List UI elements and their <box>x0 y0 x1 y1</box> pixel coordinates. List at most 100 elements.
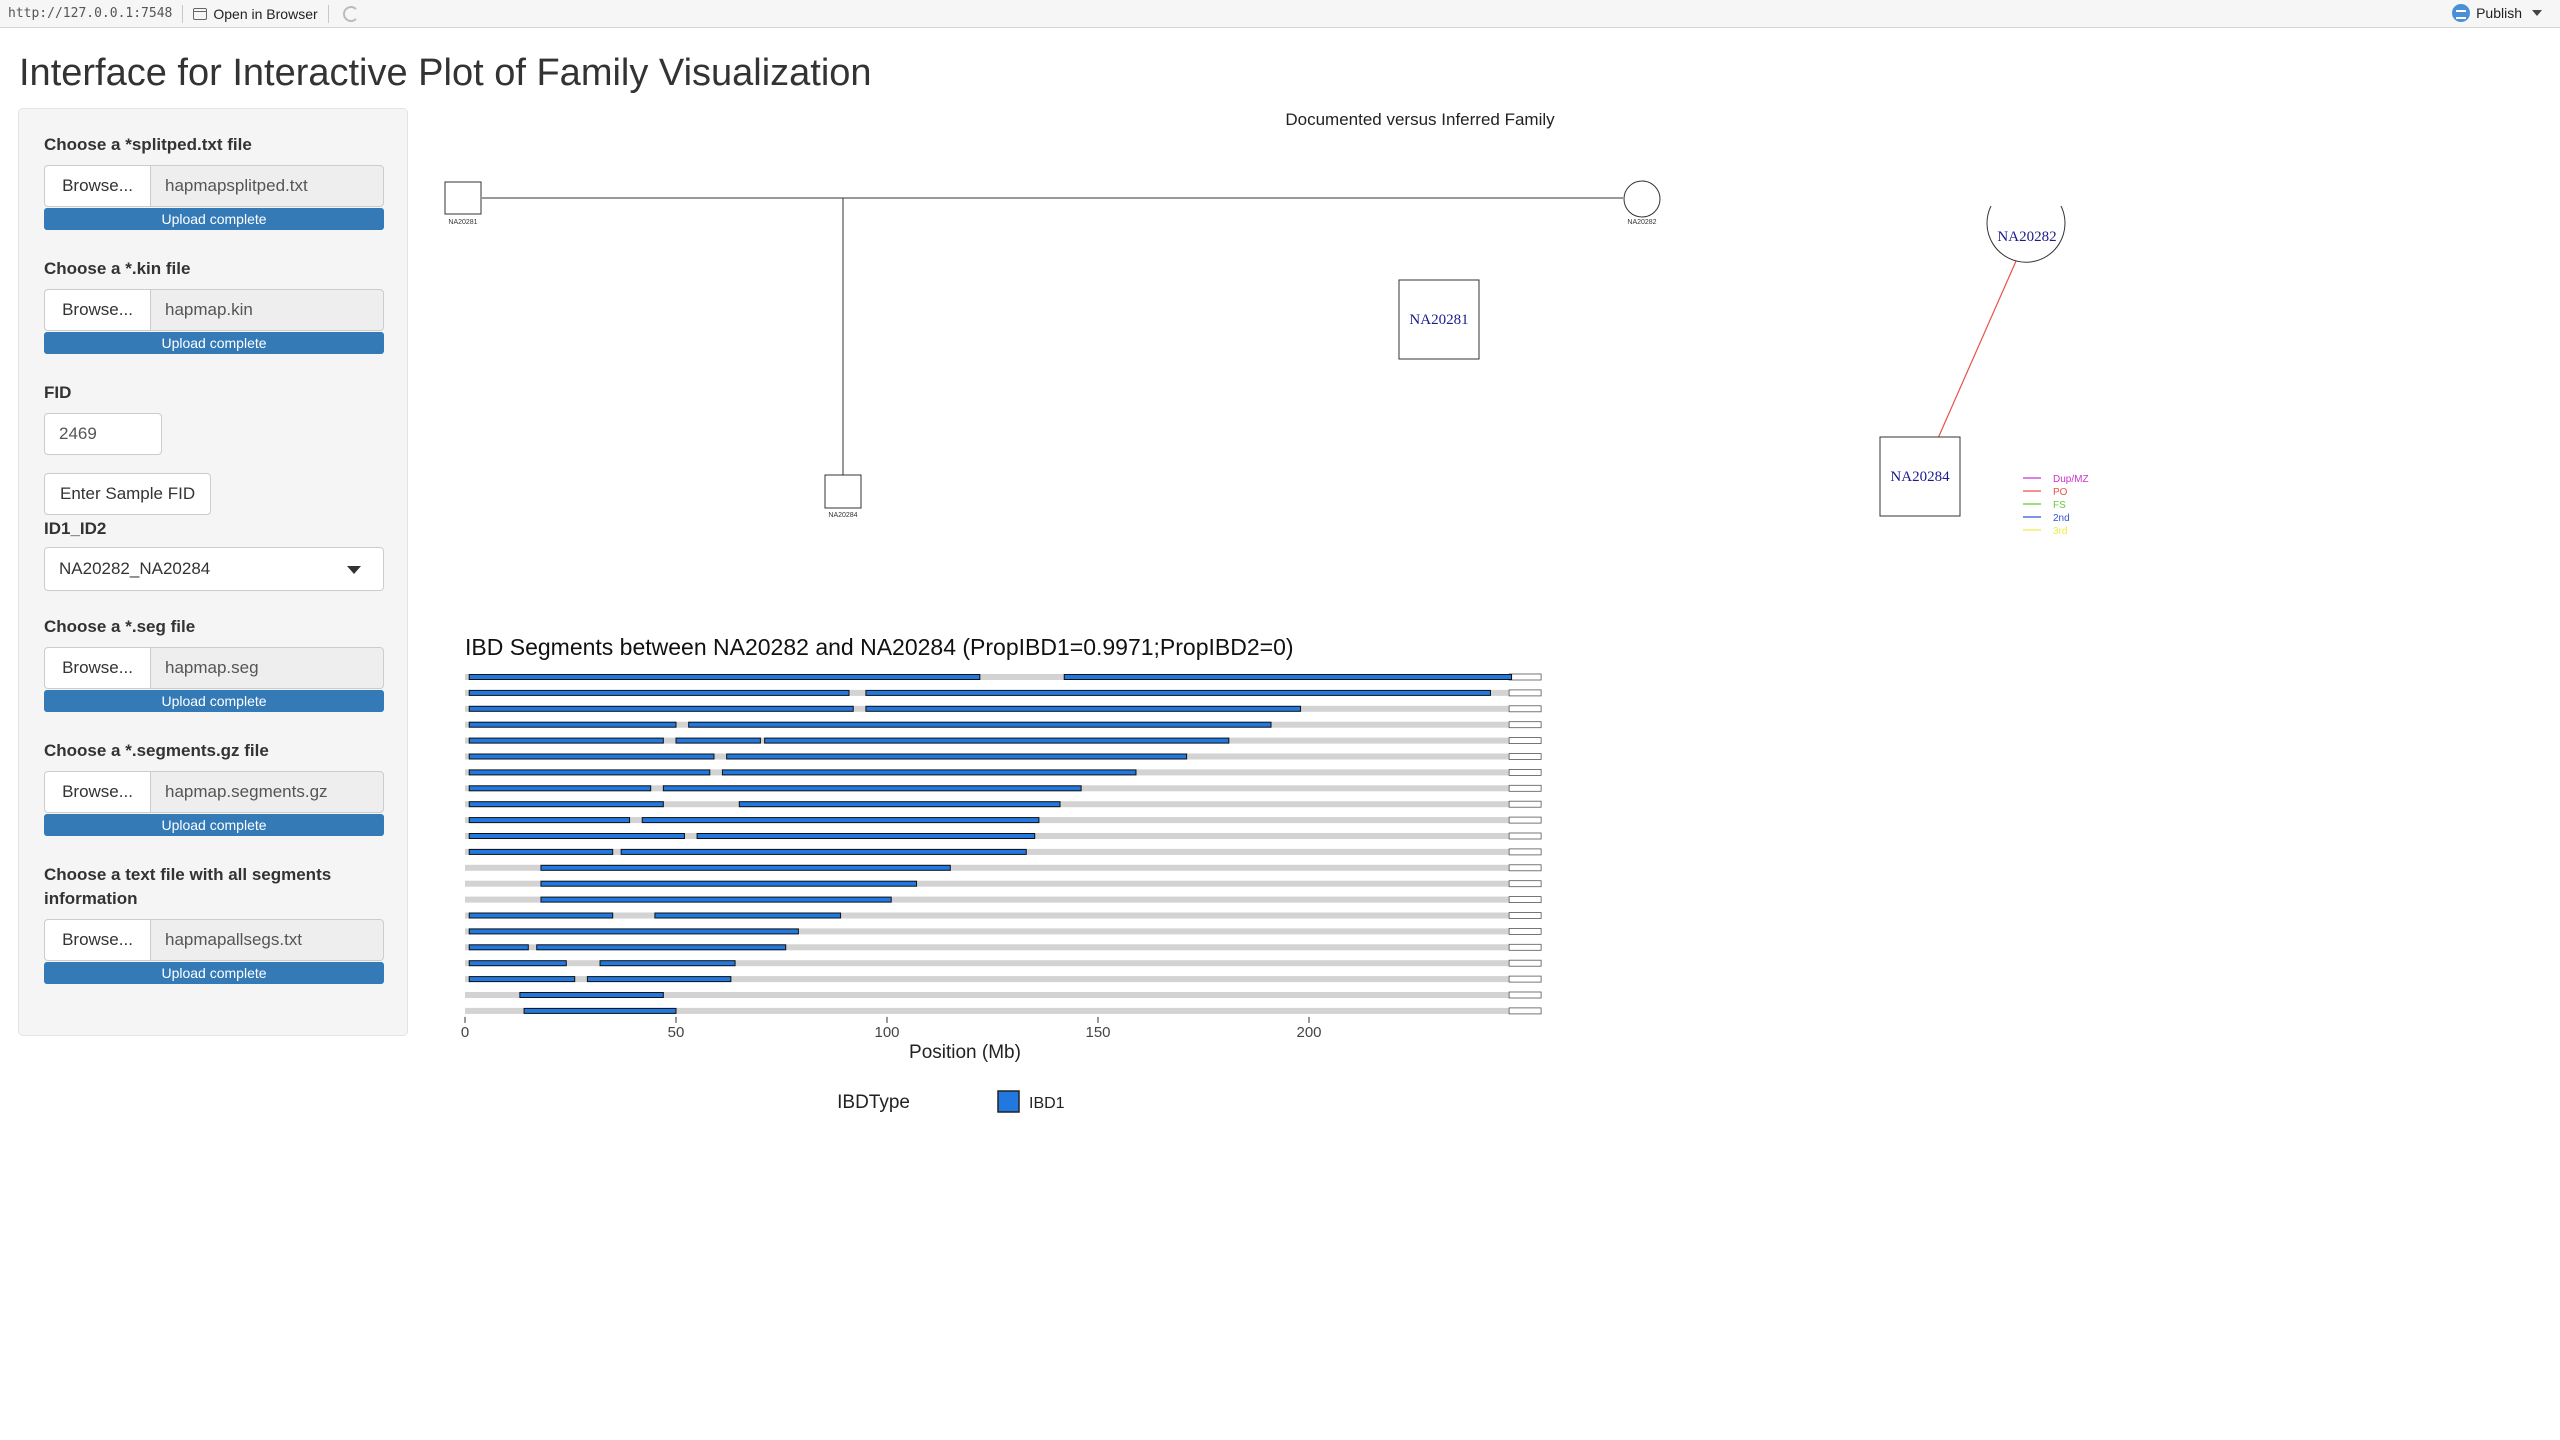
ibd1-segment-chr4-2[interactable] <box>688 721 1272 728</box>
ibd1-segment-chr22-1[interactable] <box>523 1007 677 1014</box>
ibd-x-axis: 0 50 100 150 200 <box>461 1016 1322 1041</box>
ibd1-segment-chr5-2[interactable] <box>675 737 761 744</box>
chromosome-track-19 <box>465 960 1542 967</box>
chromosome-end-19 <box>1508 959 1542 967</box>
chromosome-end-3 <box>1508 705 1542 713</box>
x-tick-label-100: 100 <box>874 1024 899 1041</box>
ibd1-segment-chr5-3[interactable] <box>764 737 1230 744</box>
chromosome-track-16 <box>465 912 1542 919</box>
chromosome-end-2 <box>1508 689 1542 697</box>
allsegs-filename-field: hapmapallsegs.txt <box>150 919 384 961</box>
ibd1-segment-chr1-1[interactable] <box>468 674 981 680</box>
x-tick-label-50: 50 <box>668 1024 685 1041</box>
chromosome-end-10 <box>1508 816 1542 824</box>
ibd1-segment-chr15-1[interactable] <box>540 896 892 903</box>
ibd1-segment-chr11-2[interactable] <box>696 833 1036 839</box>
id-pair-select[interactable]: NA20282_NA20284 <box>44 547 384 591</box>
chromosome-track-1 <box>465 674 1542 680</box>
ibd-x-axis-label: Position (Mb) <box>909 1042 1021 1063</box>
ibd1-segment-chr4-1[interactable] <box>468 721 677 728</box>
ibd1-segment-chr18-2[interactable] <box>536 944 787 951</box>
kin-file-label: Choose a *.kin file <box>44 259 191 278</box>
ibd1-segment-chr12-1[interactable] <box>468 848 614 855</box>
chromosome-end-21 <box>1508 991 1542 999</box>
inferred-node-na20282-label: NA20282 <box>1997 229 2056 245</box>
kin-browse-button[interactable]: Browse... <box>44 289 150 331</box>
toolbar-divider <box>182 4 184 23</box>
ibd1-segment-chr6-1[interactable] <box>468 753 715 760</box>
chromosome-end-20 <box>1508 975 1542 983</box>
allsegs-browse-button[interactable]: Browse... <box>44 919 150 961</box>
ibd1-segment-chr9-2[interactable] <box>738 801 1061 808</box>
chromosome-track-21 <box>465 992 1542 998</box>
chromosome-end-17 <box>1508 927 1542 935</box>
ibd-chart-title: IBD Segments between NA20282 and NA20284… <box>465 634 1294 660</box>
fid-input[interactable]: 2469 <box>44 413 162 455</box>
enter-sample-fid-button[interactable]: Enter Sample FID <box>44 473 212 515</box>
ibd-segment-chart: IBD Segments between NA20282 and NA20284… <box>461 634 1542 1113</box>
splitped-upload-progress: Upload complete <box>44 208 384 230</box>
splitped-browse-button[interactable]: Browse... <box>44 165 150 207</box>
ibd1-segment-chr3-1[interactable] <box>468 705 854 712</box>
inferred-node-na20282[interactable] <box>1986 205 2066 263</box>
ibd1-segment-chr8-1[interactable] <box>468 785 652 792</box>
x-tick-label-200: 200 <box>1296 1024 1321 1041</box>
segments-gz-upload-progress: Upload complete <box>44 814 384 836</box>
pedigree-mother-label: NA20282 <box>1627 219 1656 226</box>
segments-gz-file-label: Choose a *.segments.gz file <box>44 741 269 760</box>
ibd1-segment-chr2-1[interactable] <box>468 689 850 696</box>
ibd1-segment-chr6-2[interactable] <box>726 753 1188 760</box>
ibd1-segment-chr2-2[interactable] <box>865 689 1491 696</box>
ibd1-segment-chr9-1[interactable] <box>468 801 664 808</box>
pedigree-mother-node[interactable] <box>1623 180 1661 218</box>
ibd1-segment-chr14-1[interactable] <box>540 880 918 887</box>
publish-button[interactable]: Publish <box>2452 4 2542 22</box>
ibd1-segment-chr19-1[interactable] <box>468 960 567 967</box>
toolbar-divider <box>327 4 329 23</box>
ibd-chromosome-rows <box>465 673 1542 1015</box>
pedigree-child-label: NA20284 <box>828 512 857 519</box>
ibd1-segment-chr11-1[interactable] <box>468 833 685 839</box>
ibd1-segment-chr7-2[interactable] <box>721 769 1137 776</box>
url-text[interactable]: http://127.0.0.1:7548 <box>8 6 173 21</box>
ibd-legend-title: IBDType <box>837 1092 910 1113</box>
ibd1-segment-chr19-2[interactable] <box>599 960 736 967</box>
window-icon <box>193 7 208 20</box>
ibd1-segment-chr18-1[interactable] <box>468 944 529 951</box>
seg-file-input-group: Choose a *.seg file Browse... hapmap.seg… <box>44 615 384 712</box>
seg-filename-field: hapmap.seg <box>150 647 384 689</box>
ibd1-segment-chr17-1[interactable] <box>468 928 799 935</box>
ibd1-segment-chr16-1[interactable] <box>468 912 614 919</box>
ibd1-segment-chr13-1[interactable] <box>540 864 951 871</box>
ibd1-segment-chr5-1[interactable] <box>468 737 664 744</box>
chromosome-track-17 <box>465 928 1542 935</box>
inferred-node-na20281[interactable] <box>1398 279 1480 360</box>
segments-gz-browse-button[interactable]: Browse... <box>44 771 150 813</box>
ibd1-segment-chr21-1[interactable] <box>519 992 664 998</box>
ibd1-segment-chr1-2[interactable] <box>1063 674 1513 680</box>
open-in-browser-button[interactable]: Open in Browser <box>193 5 318 22</box>
allsegs-file-label: Choose a text file with all segments inf… <box>44 865 332 908</box>
ibd1-segment-chr3-2[interactable] <box>865 705 1302 712</box>
ibd1-segment-chr20-2[interactable] <box>586 976 732 983</box>
legend-label-2nd: 2nd <box>2053 513 2070 524</box>
ibd1-segment-chr12-2[interactable] <box>620 848 1027 855</box>
ibd1-segment-chr16-2[interactable] <box>654 912 842 919</box>
legend-label-3rd: 3rd <box>2053 526 2067 537</box>
publish-label: Publish <box>2476 5 2522 21</box>
refresh-icon[interactable] <box>342 5 359 22</box>
chromosome-end-14 <box>1508 880 1542 888</box>
ibd1-segment-chr7-1[interactable] <box>468 769 711 776</box>
open-in-browser-label: Open in Browser <box>213 5 318 22</box>
ibd1-segment-chr10-1[interactable] <box>468 817 631 824</box>
ibd1-segment-chr20-1[interactable] <box>468 976 576 983</box>
chromosome-end-18 <box>1508 943 1542 951</box>
chromosome-end-1 <box>1508 673 1542 681</box>
ibd1-segment-chr8-2[interactable] <box>662 785 1082 792</box>
inferred-node-na20284[interactable] <box>1879 436 1961 517</box>
ibd1-segment-chr10-2[interactable] <box>641 817 1040 824</box>
kin-filename-field: hapmap.kin <box>150 289 384 331</box>
seg-browse-button[interactable]: Browse... <box>44 647 150 689</box>
pedigree-father-node[interactable] <box>444 181 482 215</box>
pedigree-child-node[interactable] <box>824 474 862 509</box>
